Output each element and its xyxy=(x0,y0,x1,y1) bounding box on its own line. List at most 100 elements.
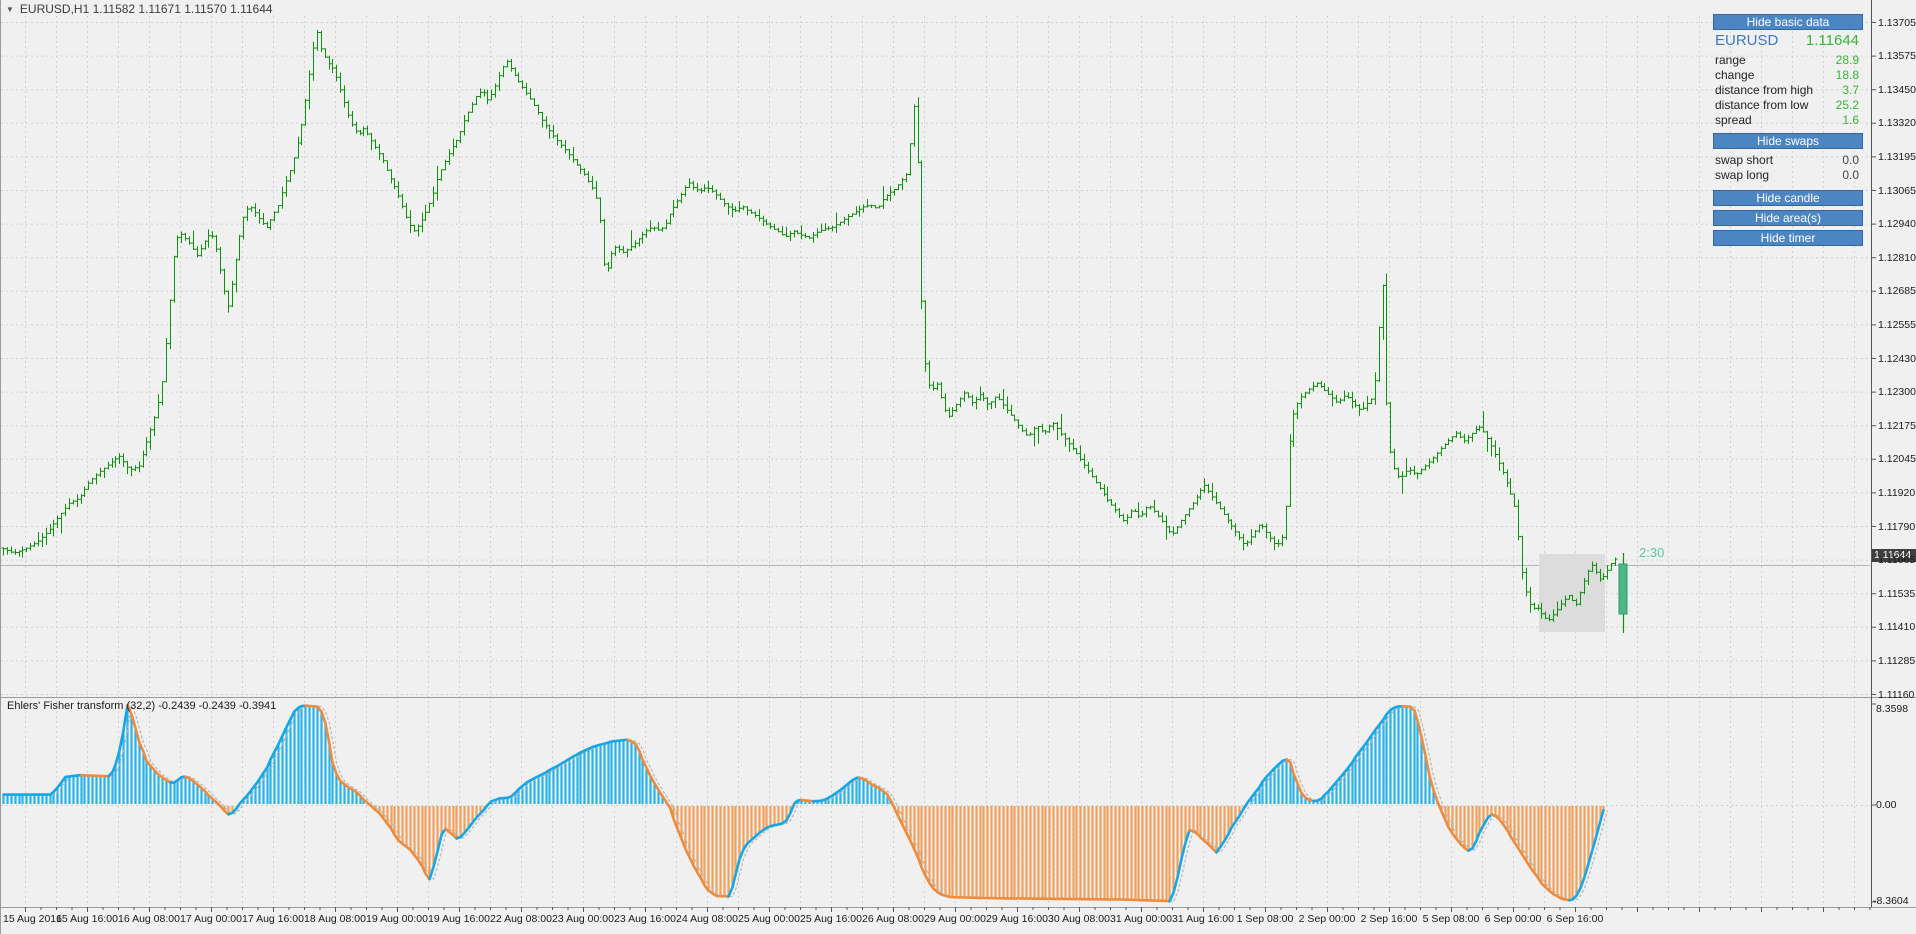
time-axis-label: 15 Aug 16:00 xyxy=(56,913,118,925)
price-axis-label: 1.13320 xyxy=(1878,117,1916,130)
fisher-line xyxy=(858,776,1171,903)
stat-row-distance-from-low: distance from low 25.2 xyxy=(1715,98,1859,112)
ohlc-bars xyxy=(1,29,1618,622)
time-axis-label: 23 Aug 16:00 xyxy=(614,913,676,925)
fisher-line xyxy=(812,776,861,803)
fisher-line xyxy=(1568,808,1605,902)
price-axis-label: 1.12175 xyxy=(1878,419,1916,432)
time-axis-label: 2 Sep 16:00 xyxy=(1360,913,1418,925)
grid-horizontal xyxy=(1,22,1870,806)
price-axis-label: 1.13575 xyxy=(1878,50,1916,63)
price-axis-label: 1.11920 xyxy=(1878,486,1916,499)
price-axis-label: 1.13450 xyxy=(1878,83,1916,96)
stat-row-range: range 28.9 xyxy=(1715,53,1859,67)
fisher-line xyxy=(126,703,172,784)
stat-row-spread: spread 1.6 xyxy=(1715,113,1859,127)
time-axis-label: 29 Aug 16:00 xyxy=(986,913,1048,925)
price-axis-label: 1.12940 xyxy=(1878,218,1916,231)
current-candle-body xyxy=(1618,563,1628,615)
fisher-line xyxy=(1285,758,1315,803)
fisher-line xyxy=(169,775,187,784)
fisher-histogram-negative xyxy=(219,805,1605,902)
current-price-tag: 1.11644 xyxy=(1872,549,1916,562)
fisher-line xyxy=(1188,828,1218,854)
grid-vertical xyxy=(25,16,1855,906)
fisher-line xyxy=(727,798,803,898)
time-axis-label: 16 Aug 08:00 xyxy=(118,913,180,925)
price-axis-label: 1.12045 xyxy=(1878,453,1916,466)
time-axis-label: 5 Sep 08:00 xyxy=(1422,913,1480,925)
chart-title-text: EURUSD,H1 1.11582 1.11671 1.11570 1.1164… xyxy=(19,2,273,16)
price-axis-label: 1.11410 xyxy=(1878,621,1916,634)
fisher-line xyxy=(2,773,83,796)
fisher-line xyxy=(227,704,307,816)
fisher-line xyxy=(1168,828,1191,903)
stat-row-change: change 18.8 xyxy=(1715,68,1859,82)
price-axis-label: 1.11285 xyxy=(1878,654,1916,667)
time-axis-label: 17 Aug 00:00 xyxy=(180,913,242,925)
price-axis-label: 1.12300 xyxy=(1878,386,1916,399)
hide-areas-button[interactable]: Hide area(s) xyxy=(1713,210,1863,226)
fisher-line xyxy=(1312,705,1404,803)
fisher-line xyxy=(1215,758,1288,854)
time-axis-label: 24 Aug 08:00 xyxy=(676,913,738,925)
stat-row-distance-from-high: distance from high 3.7 xyxy=(1715,83,1859,97)
time-axis-label: 6 Sep 00:00 xyxy=(1484,913,1542,925)
fisher-histogram-positive xyxy=(2,705,1439,804)
chart-title: ▼ EURUSD,H1 1.11582 1.11671 1.11570 1.116… xyxy=(6,2,273,16)
symbol-price: 1.11644 xyxy=(1805,32,1859,49)
hide-candle-button[interactable]: Hide candle xyxy=(1713,190,1863,206)
time-axis-label: 17 Aug 16:00 xyxy=(242,913,304,925)
price-axis-label: 1.12810 xyxy=(1878,251,1916,264)
time-axis-label: 25 Aug 16:00 xyxy=(800,913,862,925)
fisher-line xyxy=(800,798,815,803)
fisher-line xyxy=(107,703,129,778)
time-axis-label: 2 Sep 00:00 xyxy=(1298,913,1356,925)
hide-basic-data-button[interactable]: Hide basic data xyxy=(1713,14,1863,30)
time-axis-label: 15 Aug 2016 xyxy=(3,913,62,925)
time-axis-label: 19 Aug 16:00 xyxy=(428,913,490,925)
price-axis-label: 1.11535 xyxy=(1878,587,1916,600)
time-axis-label: 25 Aug 00:00 xyxy=(738,913,800,925)
fisher-line xyxy=(1467,813,1493,852)
time-axis-label: 26 Aug 08:00 xyxy=(862,913,924,925)
price-axis-label: 1.13705 xyxy=(1878,16,1916,29)
price-axis-label: 1.13065 xyxy=(1878,184,1916,197)
fisher-line xyxy=(184,775,230,816)
side-panel: Hide basic data EURUSD 1.11644 range 28.9… xyxy=(1713,0,1863,260)
indicator-axis-top: 8.3598 xyxy=(1876,703,1909,715)
symbol-row: EURUSD 1.11644 xyxy=(1713,32,1863,50)
price-axis-label: 1.12555 xyxy=(1878,318,1916,331)
swap-long-row: swap long 0.0 xyxy=(1715,168,1859,182)
price-axis-label: 1.12685 xyxy=(1878,285,1916,298)
time-axis-label: 23 Aug 00:00 xyxy=(552,913,614,925)
price-axis-label: 1.12430 xyxy=(1878,352,1916,365)
time-axis-label: 6 Sep 16:00 xyxy=(1546,913,1604,925)
price-axis-label: 1.13195 xyxy=(1878,150,1916,163)
indicator-axis-bottom: -8.3604 xyxy=(1873,895,1909,907)
fisher-line xyxy=(1401,705,1470,852)
fisher-line xyxy=(455,738,629,840)
indicator-label: Ehlers' Fisher transform (32,2) -0.2439 … xyxy=(7,700,277,712)
chevron-down-icon[interactable]: ▼ xyxy=(6,5,14,14)
indicator-axis-zero: 0.00 xyxy=(1876,799,1897,811)
candle-timer: 2:30 xyxy=(1639,545,1665,560)
symbol-label: EURUSD xyxy=(1715,32,1779,49)
axis-ticks xyxy=(25,22,1876,912)
time-axis-label: 18 Aug 08:00 xyxy=(304,913,366,925)
price-axis-label: 1.11790 xyxy=(1878,520,1916,533)
fisher-line xyxy=(428,827,447,881)
time-axis-label: 29 Aug 00:00 xyxy=(924,913,986,925)
hide-timer-button[interactable]: Hide timer xyxy=(1713,230,1863,246)
time-axis-label: 1 Sep 08:00 xyxy=(1236,913,1294,925)
price-axis-label: 1.11665 xyxy=(1878,554,1916,567)
time-axis-label: 22 Aug 08:00 xyxy=(490,913,552,925)
hide-swaps-button[interactable]: Hide swaps xyxy=(1713,133,1863,149)
price-axis-label: 1.11160 xyxy=(1878,688,1915,701)
time-axis-label: 31 Aug 16:00 xyxy=(1172,913,1234,925)
time-axis-label: 19 Aug 00:00 xyxy=(366,913,428,925)
time-axis-label: 30 Aug 08:00 xyxy=(1048,913,1110,925)
fisher-line xyxy=(1490,813,1571,902)
fisher-line xyxy=(444,827,458,840)
